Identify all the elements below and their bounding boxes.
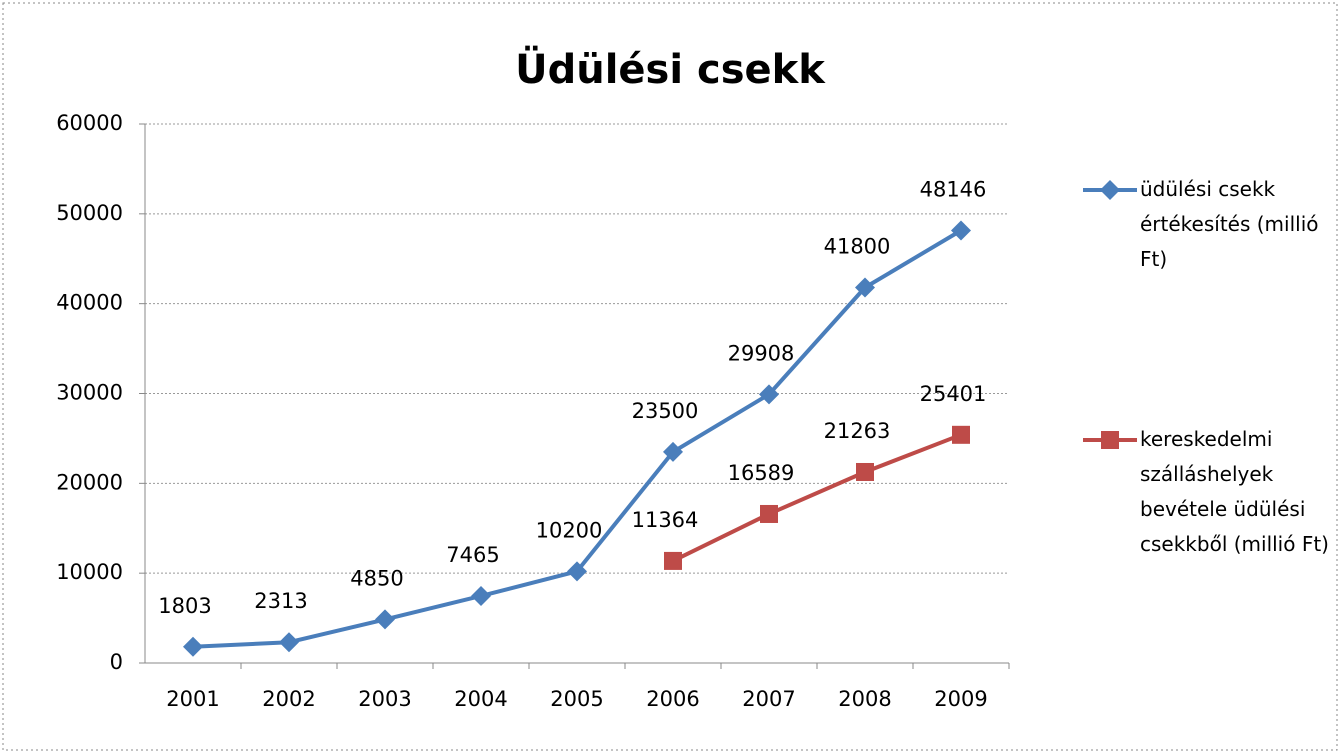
data-label: 23500 — [632, 399, 699, 423]
y-tick-label: 10000 — [56, 560, 123, 584]
chart-title: Üdülési csekk — [515, 45, 826, 93]
data-label: 4850 — [350, 566, 403, 590]
y-tick-label: 50000 — [56, 201, 123, 225]
data-label: 29908 — [728, 341, 795, 365]
data-label: 11364 — [632, 508, 699, 532]
x-tick-label: 2006 — [646, 687, 699, 711]
y-tick-label: 30000 — [56, 381, 123, 405]
x-tick-label: 2004 — [454, 687, 507, 711]
x-tick-label: 2005 — [550, 687, 603, 711]
y-tick-label: 0 — [110, 650, 123, 674]
x-tick-label: 2001 — [166, 687, 219, 711]
marker — [951, 220, 971, 241]
y-tick-label: 40000 — [56, 291, 123, 315]
data-label: 7465 — [446, 543, 499, 567]
marker — [664, 551, 682, 570]
x-tick-label: 2007 — [742, 687, 795, 711]
marker — [663, 441, 683, 462]
data-label: 10200 — [536, 518, 603, 542]
x-tick-label: 2003 — [358, 687, 411, 711]
marker — [279, 632, 299, 653]
y-tick-label: 60000 — [56, 111, 123, 135]
series-line — [672, 432, 962, 563]
marker — [375, 609, 395, 630]
marker — [952, 425, 970, 444]
data-label: 41800 — [824, 234, 891, 258]
legend-entry: üdülési csekk értékesítés (millió Ft) — [1140, 177, 1319, 271]
marker — [855, 277, 875, 298]
x-tick-label: 2002 — [262, 687, 315, 711]
x-tick-label: 2008 — [838, 687, 891, 711]
data-label: 16589 — [728, 461, 795, 485]
marker — [183, 636, 203, 657]
marker — [759, 384, 779, 405]
x-tick-label: 2009 — [934, 687, 987, 711]
data-label: 1803 — [158, 594, 211, 618]
marker — [471, 585, 491, 606]
marker — [1100, 180, 1120, 200]
y-tick-label: 20000 — [56, 470, 123, 494]
marker — [760, 504, 778, 523]
legend-entry: kereskedelmi szálláshelyek bevétele üdül… — [1140, 427, 1329, 556]
marker — [856, 462, 874, 481]
data-label: 48146 — [920, 177, 987, 201]
data-label: 2313 — [254, 589, 307, 613]
marker — [1101, 431, 1119, 449]
data-label: 25401 — [920, 382, 987, 406]
data-label: 21263 — [824, 419, 891, 443]
marker — [567, 561, 587, 582]
